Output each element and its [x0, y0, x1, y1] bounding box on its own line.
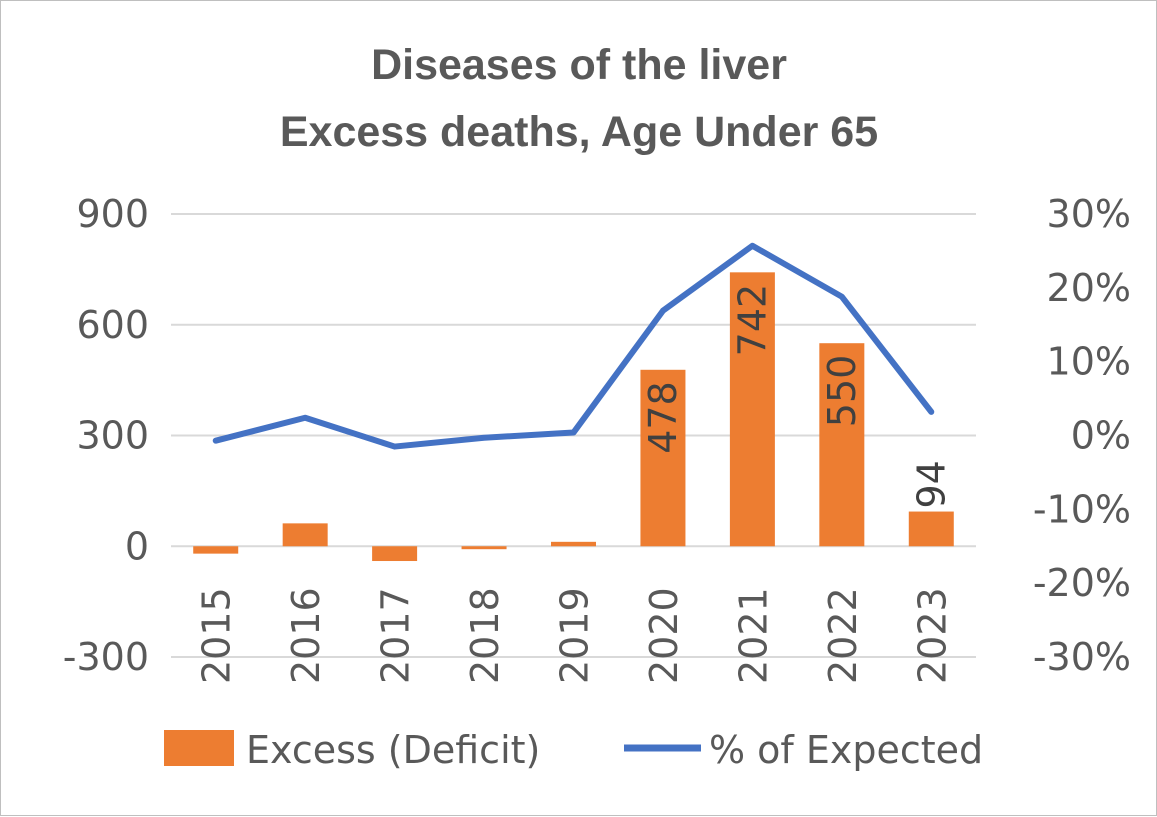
- left-axis-tick-label: -300: [63, 635, 149, 679]
- chart-title: Diseases of the liver Excess deaths, Age…: [280, 41, 878, 156]
- right-axis-tick-label: 20%: [1047, 266, 1131, 310]
- left-axis-tick-label: 900: [76, 192, 149, 236]
- legend-label-pct: % of Expected: [709, 728, 983, 772]
- category-label-2023: 2023: [910, 587, 954, 684]
- category-label-2018: 2018: [463, 587, 507, 684]
- chart-title-line-1: Diseases of the liver: [371, 41, 787, 89]
- right-axis-tick-label: -20%: [1033, 561, 1131, 605]
- left-axis-tick-label: 600: [76, 303, 149, 347]
- chart-title-line-2: Excess deaths, Age Under 65: [280, 108, 878, 156]
- right-axis-tick-label: 30%: [1047, 192, 1131, 236]
- category-label-2021: 2021: [731, 587, 775, 684]
- data-label-2020: 478: [641, 381, 685, 454]
- data-label-2022: 550: [820, 355, 864, 428]
- right-axis-tick-label: 10%: [1047, 340, 1131, 384]
- bar-2023: [909, 512, 954, 547]
- category-label-2015: 2015: [195, 587, 239, 684]
- legend-swatch-excess: [164, 730, 234, 766]
- bar-2017: [372, 546, 417, 561]
- category-label-2016: 2016: [284, 587, 328, 684]
- bar-2019: [551, 542, 596, 546]
- category-label-2020: 2020: [642, 587, 686, 684]
- bar-2015: [193, 546, 238, 553]
- category-axis: 2015 2016 2017 2018 2019 2020 2021 2022 2023: [195, 587, 955, 684]
- data-labels: 478 742 550 94: [641, 284, 953, 509]
- category-label-2017: 2017: [374, 587, 418, 684]
- left-axis-tick-label: 0: [125, 524, 149, 568]
- category-label-2019: 2019: [553, 587, 597, 684]
- legend-label-excess: Excess (Deficit): [246, 728, 540, 772]
- bar-2016: [283, 523, 328, 546]
- right-axis: -30% -20% -10% 0% 10% 20% 30%: [1033, 192, 1131, 679]
- category-label-2022: 2022: [821, 587, 865, 684]
- data-label-2023: 94: [909, 460, 953, 508]
- right-axis-tick-label: 0%: [1071, 414, 1131, 458]
- right-axis-tick-label: -10%: [1033, 487, 1131, 531]
- bar-2018: [462, 546, 507, 549]
- legend: Excess (Deficit) % of Expected: [164, 728, 983, 772]
- data-label-2021: 742: [730, 284, 774, 357]
- left-axis: -300 0 300 600 900: [63, 192, 149, 679]
- left-axis-tick-label: 300: [76, 414, 149, 458]
- right-axis-tick-label: -30%: [1033, 635, 1131, 679]
